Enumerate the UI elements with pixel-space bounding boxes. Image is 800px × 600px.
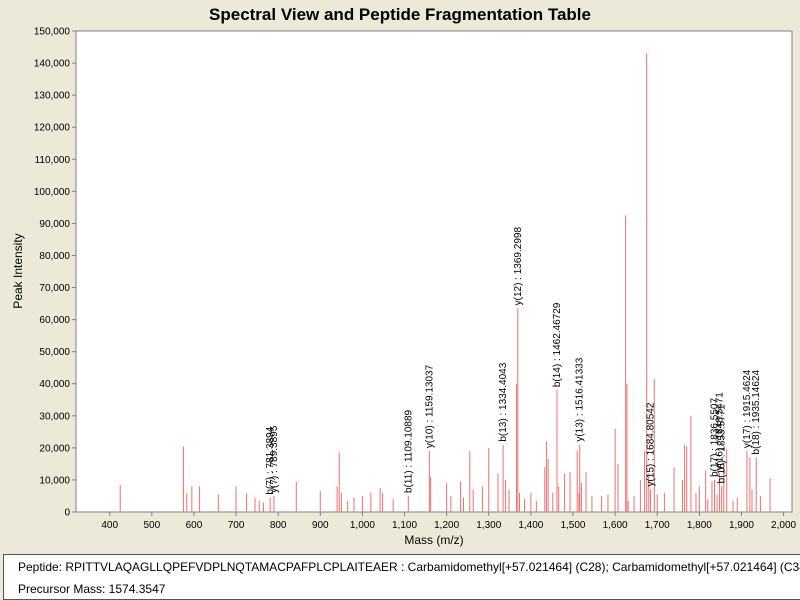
y-tick-label: 50,000: [39, 347, 70, 358]
x-tick-label: 2,000: [771, 520, 796, 531]
x-tick-label: 1,400: [518, 520, 543, 531]
x-axis-ticks: 400 500 600 700 800 900 1,000 1,100 1,200 1,300 1,…: [101, 512, 797, 531]
y-tick-label: 70,000: [39, 283, 70, 294]
x-tick-label: 1,600: [603, 520, 628, 531]
y-axis-label: Peak Intensity: [11, 233, 25, 308]
y-tick-label: 0: [64, 508, 70, 519]
y-tick-label: 120,000: [34, 123, 71, 134]
peak-annotation-label: y(15) : 1684.80542: [645, 402, 656, 486]
y-tick-label: 10,000: [39, 475, 70, 486]
x-tick-label: 700: [228, 520, 245, 531]
y-tick-label: 140,000: [34, 59, 71, 70]
x-tick-label: 1,700: [645, 520, 670, 531]
peak-annotation-label: b(16) : 1853.5771: [717, 404, 728, 483]
peak-annotation-label: b(14) : 1462.46729: [552, 302, 563, 387]
peptide-sequence: Peptide: RPITTVLAQAGLLQPEFVDPLNQTAMACPAF…: [18, 560, 800, 574]
y-tick-label: 20,000: [39, 443, 70, 454]
peak-annotation-label: b(13) : 1334.4043: [498, 362, 509, 441]
y-tick-label: 30,000: [39, 411, 70, 422]
precursor-mass: Precursor Mass: 1574.3547: [18, 582, 166, 596]
x-tick-label: 1,300: [476, 520, 501, 531]
chart-title: Spectral View and Peptide Fragmentation …: [209, 5, 591, 24]
peak-annotation-label: y(10) : 1159.13037: [424, 364, 435, 448]
x-tick-label: 1,800: [687, 520, 712, 531]
x-tick-label: 900: [312, 520, 329, 531]
y-tick-label: 60,000: [39, 315, 70, 326]
x-tick-label: 400: [101, 520, 118, 531]
x-tick-label: 800: [270, 520, 287, 531]
y-tick-label: 80,000: [39, 251, 70, 262]
y-axis-ticks: 0 10,000 20,000 30,000 40,000 50,000 60,000 70,…: [34, 27, 76, 519]
peak-series: [119, 53, 771, 512]
x-tick-label: 1,100: [392, 520, 417, 531]
x-tick-label: 1,500: [560, 520, 585, 531]
peak-annotation-label: b(7) : 781.3894: [265, 426, 276, 494]
info-panel: Peptide: RPITTVLAQAGLLQPEFVDPLNQTAMACPAF…: [3, 554, 800, 600]
x-tick-label: 1,200: [434, 520, 459, 531]
y-tick-label: 40,000: [39, 379, 70, 390]
peak-annotation-label: y(7) : 789.3895: [269, 425, 280, 493]
y-tick-label: 100,000: [34, 187, 71, 198]
y-tick-label: 150,000: [34, 27, 71, 38]
x-tick-label: 600: [186, 520, 203, 531]
x-tick-label: 500: [143, 520, 160, 531]
peak-annotation-label: y(17) : 1915.4624: [742, 369, 753, 448]
spectrum-chart: Spectral View and Peptide Fragmentation …: [11, 5, 797, 547]
peak-annotation-label: y(13) : 1516.41333: [575, 357, 586, 441]
x-axis-label: Mass (m/z): [404, 533, 463, 547]
peak-annotation-label: b(18) : 1935.14624: [751, 370, 762, 455]
x-tick-label: 1,000: [350, 520, 375, 531]
peak-annotation-label: b(11) : 1109.10889: [403, 410, 414, 493]
peak-annotation-label: y(12) : 1369.2998: [513, 227, 524, 306]
plot-area: [75, 30, 793, 513]
y-tick-label: 130,000: [34, 91, 71, 102]
x-tick-label: 1,900: [729, 520, 754, 531]
peak-annotation-label: b(17) : 1836.5507: [710, 398, 721, 477]
y-tick-label: 110,000: [35, 155, 71, 166]
peak-annotation-label: y(16) : 1848.5471: [715, 392, 726, 471]
y-tick-label: 90,000: [39, 219, 70, 230]
